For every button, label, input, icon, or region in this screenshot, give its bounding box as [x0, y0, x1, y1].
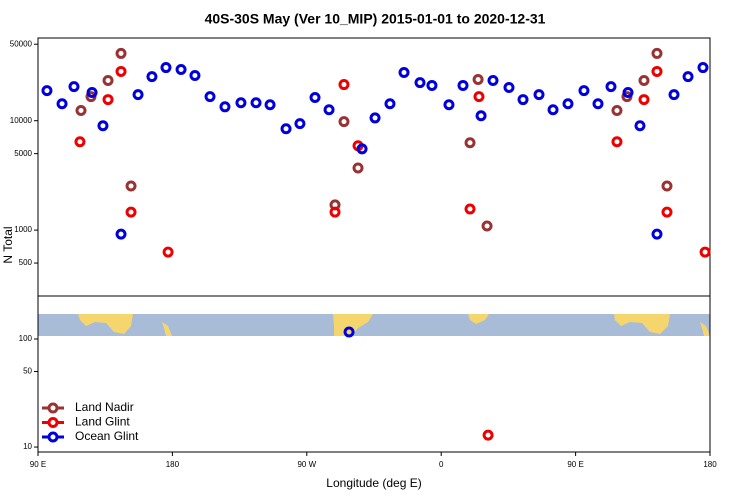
chart-title: 40S-30S May (Ver 10_MIP) 2015-01-01 to 2… — [205, 11, 546, 27]
y-axis-label: N Total — [1, 226, 15, 263]
point — [175, 63, 187, 75]
point — [102, 75, 114, 87]
point — [426, 79, 438, 91]
x-tick-label: 90 E — [30, 460, 46, 469]
point — [487, 75, 499, 87]
point — [235, 97, 247, 109]
point — [638, 94, 650, 106]
point — [622, 87, 634, 99]
point — [517, 94, 529, 106]
x-tick-label: 90 E — [567, 460, 583, 469]
point — [414, 77, 426, 89]
point — [219, 101, 231, 113]
point — [338, 79, 350, 91]
point — [668, 89, 680, 101]
point — [605, 81, 617, 93]
y-tick-label: 1000 — [14, 225, 32, 234]
point — [592, 98, 604, 110]
point — [160, 62, 172, 74]
point — [398, 66, 410, 78]
legend-marker — [47, 417, 59, 428]
point — [562, 98, 574, 110]
point — [457, 79, 469, 91]
point — [473, 91, 485, 103]
point — [384, 98, 396, 110]
point — [204, 91, 216, 103]
point — [264, 99, 276, 111]
x-tick-label: 0 — [439, 460, 444, 469]
y-tick-label: 50000 — [10, 39, 33, 48]
point — [472, 74, 484, 86]
point — [115, 228, 127, 240]
point — [323, 104, 335, 116]
x-tick-label: 90 W — [297, 460, 316, 469]
legend-label: Ocean Glint — [75, 429, 139, 443]
point — [651, 228, 663, 240]
point — [115, 47, 127, 59]
y-tick-label: 5000 — [14, 149, 32, 158]
point — [41, 85, 53, 97]
point — [280, 123, 292, 135]
y-tick-label: 10000 — [10, 116, 33, 125]
point — [56, 98, 68, 110]
point — [443, 99, 455, 111]
point — [329, 206, 341, 218]
point — [97, 120, 109, 132]
point — [651, 47, 663, 59]
point — [68, 81, 80, 93]
point — [661, 180, 673, 192]
point — [697, 62, 709, 74]
legend-marker — [47, 431, 59, 443]
point — [132, 89, 144, 101]
legend-marker — [47, 402, 59, 414]
point — [464, 203, 476, 215]
y-tick-label: 500 — [19, 258, 33, 267]
x-axis-label: Longitude (deg E) — [326, 476, 421, 490]
y-tick-label: 100 — [19, 334, 33, 343]
point — [102, 94, 114, 106]
point — [115, 65, 127, 77]
point — [547, 104, 559, 116]
point — [74, 136, 86, 148]
point — [125, 206, 137, 218]
map-strip — [38, 314, 710, 336]
plot-frame — [37, 37, 711, 453]
point — [611, 104, 623, 116]
point — [162, 246, 174, 258]
point — [634, 120, 646, 132]
x-tick-label: 180 — [703, 460, 717, 469]
point — [294, 118, 306, 130]
point — [338, 116, 350, 128]
point — [533, 89, 545, 101]
point — [125, 180, 137, 192]
point — [309, 91, 321, 103]
point — [189, 69, 201, 81]
point — [699, 246, 711, 258]
y-tick-label: 10 — [23, 442, 32, 451]
point — [343, 326, 355, 338]
legend-label: Land Nadir — [75, 400, 134, 414]
point — [482, 429, 494, 441]
point — [475, 110, 487, 122]
point — [503, 82, 515, 94]
point — [661, 206, 673, 218]
point — [611, 136, 623, 148]
point — [146, 71, 158, 83]
point — [369, 112, 381, 124]
point — [682, 71, 694, 83]
legend-label: Land Glint — [75, 415, 130, 429]
point — [481, 220, 493, 232]
point — [651, 65, 663, 77]
x-tick-label: 180 — [166, 460, 180, 469]
point — [75, 104, 87, 116]
point — [352, 162, 364, 174]
point — [578, 85, 590, 97]
point — [356, 143, 368, 155]
y-tick-label: 50 — [23, 367, 32, 376]
point — [638, 75, 650, 87]
point — [464, 137, 476, 149]
point — [250, 97, 262, 109]
point — [86, 87, 98, 99]
